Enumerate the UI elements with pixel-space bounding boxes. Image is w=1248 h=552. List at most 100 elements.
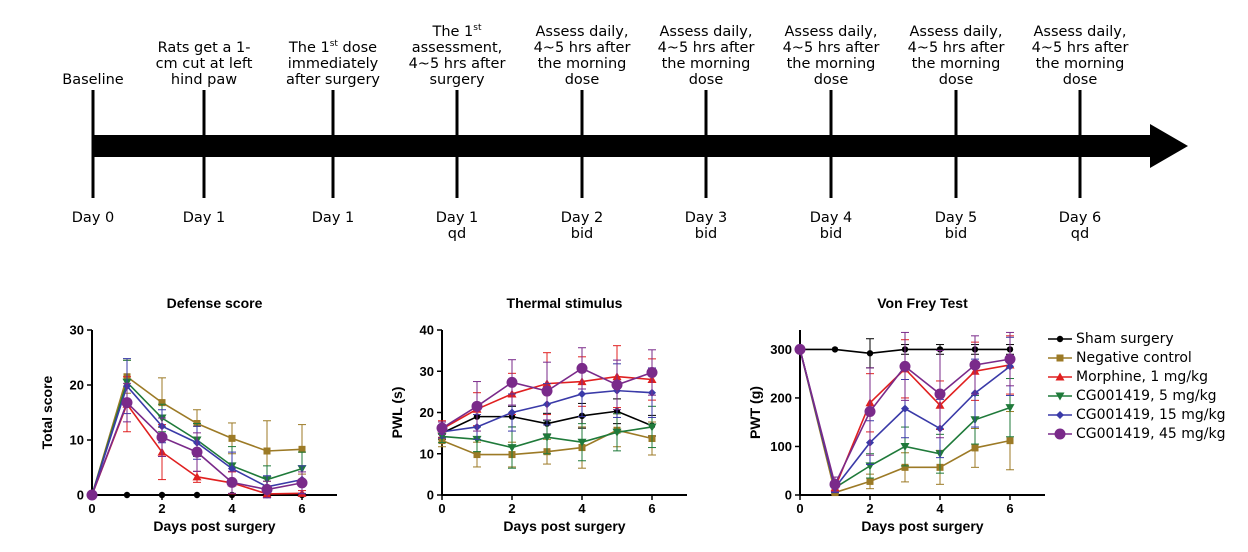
x-tick-label: 6: [648, 501, 655, 516]
y-axis-label: PWT (g): [747, 386, 763, 439]
chart-title: Von Frey Test: [877, 295, 968, 311]
data-point: [158, 399, 166, 407]
legend-marker: [1056, 354, 1064, 362]
timeline-day-label: Day 1: [311, 210, 355, 226]
y-tick-label: 30: [420, 364, 434, 379]
data-point: [296, 477, 308, 489]
timeline-arrow: [93, 124, 1188, 168]
timeline-day-label: Day 5 bid: [934, 210, 978, 242]
data-point: [158, 491, 166, 499]
data-point: [1004, 353, 1016, 365]
data-point: [611, 379, 623, 391]
legend-label: CG001419, 45 mg/kg: [1076, 426, 1226, 442]
y-tick-label: 10: [70, 433, 84, 448]
timeline-event-label: Assess daily, 4~5 hrs after the morning dos…: [657, 24, 755, 88]
data-point: [506, 376, 518, 388]
data-point: [192, 472, 202, 481]
legend-marker: [1056, 335, 1064, 343]
x-tick-label: 4: [228, 501, 236, 516]
legend-item-negative: Negative control: [1046, 349, 1246, 367]
legend-swatch: [1048, 372, 1072, 381]
timeline-event-label: Baseline: [62, 72, 124, 88]
timeline-day-label: Day 1 qd: [435, 210, 479, 242]
data-point: [507, 444, 517, 453]
legend-swatch: [1048, 354, 1072, 362]
data-point: [226, 476, 238, 488]
timeline-day-label: Day 2 bid: [560, 210, 604, 242]
y-tick-label: 200: [770, 390, 792, 405]
timeline-event-label: Rats get a 1- cm cut at left hind paw: [155, 40, 253, 88]
legend-swatch: [1048, 392, 1072, 401]
timeline-event-label: The 1st assessment, 4~5 hrs after surgery: [408, 23, 506, 89]
data-point: [123, 491, 131, 499]
timeline-day-label: Day 3 bid: [684, 210, 728, 242]
legend-label: CG001419, 15 mg/kg: [1076, 407, 1226, 423]
data-point: [541, 385, 553, 397]
von-frey-chart: Von Frey Test 0 2 4 6 0 100 200 300 Days post sur…: [747, 295, 1045, 534]
data-point: [646, 366, 658, 378]
data-point: [471, 400, 483, 412]
x-tick-label: 0: [88, 501, 95, 516]
legend-item-cg5: CG001419, 5 mg/kg: [1046, 387, 1246, 405]
data-point: [1005, 404, 1015, 413]
y-tick-label: 20: [70, 378, 84, 393]
y-tick-label: 20: [420, 405, 434, 420]
legend-label: Negative control: [1076, 350, 1192, 366]
data-point: [1006, 437, 1014, 445]
timeline-day-label: Day 4 bid: [809, 210, 853, 242]
data-point: [473, 451, 481, 459]
data-point: [156, 431, 168, 443]
chart-title: Defense score: [167, 295, 263, 311]
legend-swatch: [1048, 428, 1072, 440]
legend-marker: [1054, 428, 1066, 440]
timeline-event-label: The 1st dose immediately after surgery: [285, 39, 381, 89]
data-point: [576, 362, 588, 374]
legend-item-morphine: Morphine, 1 mg/kg: [1046, 368, 1246, 386]
x-axis-label: Days post surgery: [861, 518, 983, 534]
data-point: [899, 360, 911, 372]
data-point: [542, 433, 552, 442]
series-cg45: [86, 382, 308, 501]
data-point: [228, 434, 236, 442]
data-point: [901, 463, 909, 471]
data-point: [900, 442, 910, 451]
data-point: [934, 388, 946, 400]
data-point: [508, 408, 516, 417]
x-axis-label: Days post surgery: [503, 518, 625, 534]
data-point: [794, 343, 806, 355]
y-tick-label: 30: [70, 323, 84, 338]
y-tick-label: 100: [770, 439, 792, 454]
legend-label: Sham surgery: [1076, 331, 1174, 347]
data-point: [829, 478, 841, 490]
data-point: [971, 444, 979, 452]
legend-marker: [1055, 372, 1065, 381]
legend-swatch: [1048, 335, 1072, 343]
timeline-day-label: Day 1: [182, 210, 226, 226]
data-point: [901, 404, 909, 413]
data-point: [578, 389, 586, 398]
legend-label: CG001419, 5 mg/kg: [1076, 388, 1217, 404]
x-tick-label: 6: [298, 501, 305, 516]
legend-item-cg45: CG001419, 45 mg/kg: [1046, 425, 1246, 443]
data-point: [86, 489, 98, 501]
legend-label: Morphine, 1 mg/kg: [1076, 369, 1209, 385]
data-point: [936, 346, 944, 353]
x-tick-label: 4: [578, 501, 586, 516]
timeline-labels: Baseline Day 0 Rats get a 1- cm cut at left…: [62, 23, 1129, 243]
data-point: [191, 446, 203, 458]
x-tick-label: 4: [936, 501, 944, 516]
defense-score-chart: Defense score 0 2 4 6 0 10 20 30 Days post surger…: [40, 295, 337, 534]
timeline-day-label: Day 0: [71, 210, 115, 226]
data-point: [577, 438, 587, 447]
data-point: [121, 397, 133, 409]
chart-title: Thermal stimulus: [507, 295, 623, 311]
timeline-event-label: Assess daily, 4~5 hrs after the morning dos…: [1031, 24, 1129, 88]
x-tick-label: 0: [796, 501, 803, 516]
timeline-event-label: Assess daily, 4~5 hrs after the morning dos…: [533, 24, 631, 88]
y-tick-label: 0: [77, 488, 84, 503]
data-point: [831, 346, 839, 353]
timeline-graphic: [91, 90, 1188, 198]
x-axis-label: Days post surgery: [153, 518, 275, 534]
data-point: [866, 477, 874, 485]
y-axis-label: PWL (s): [389, 387, 405, 439]
